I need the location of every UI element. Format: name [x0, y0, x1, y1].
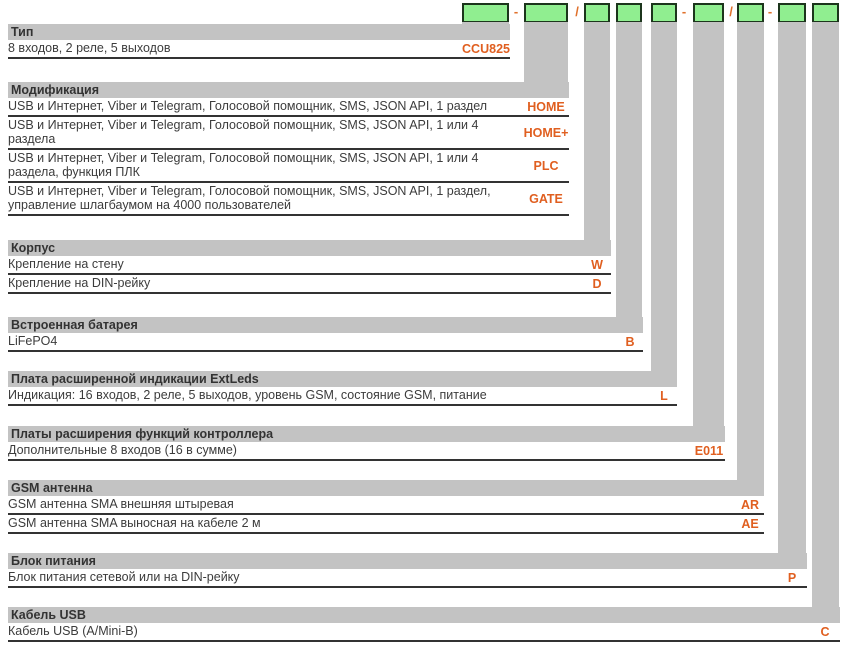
option-code: CCU825 — [462, 41, 510, 56]
section-psu: Блок питания Блок питания сетевой или на… — [8, 553, 807, 588]
section-usb-cable: Кабель USB Кабель USB (A/Mini-B) C — [8, 607, 840, 642]
option-row: 8 входов, 2 реле, 5 выходов CCU825 — [8, 40, 510, 59]
separator-dash-2: - — [681, 4, 687, 19]
separator-slash-2: / — [729, 4, 733, 19]
section-expansion: Платы расширения функций контроллера Доп… — [8, 426, 725, 461]
option-row: Блок питания сетевой или на DIN-рейку P — [8, 569, 807, 588]
code-box-psu — [778, 3, 806, 23]
option-row: GSM антенна SMA внешняя штыревая AR — [8, 496, 764, 515]
option-row: USB и Интернет, Viber и Telegram, Голосо… — [8, 98, 569, 117]
connector-column-extleds — [651, 22, 677, 379]
option-row: Индикация: 16 входов, 2 реле, 5 выходов,… — [8, 387, 677, 406]
option-code: B — [625, 334, 635, 349]
option-code: AR — [740, 497, 760, 512]
option-desc: Кабель USB (A/Mini-B) — [8, 624, 138, 638]
option-desc: Крепление на DIN-рейку — [8, 276, 151, 290]
option-code: C — [820, 624, 830, 639]
option-desc: GSM антенна SMA выносная на кабеле 2 м — [8, 516, 261, 530]
section-modification: Модификация USB и Интернет, Viber и Tele… — [8, 82, 569, 216]
connector-column-usb-cable — [812, 22, 839, 615]
option-code: W — [591, 257, 603, 272]
connector-column-antenna — [737, 22, 764, 488]
option-row: USB и Интернет, Viber и Telegram, Голосо… — [8, 183, 569, 216]
option-code: D — [592, 276, 602, 291]
code-box-type — [462, 3, 509, 23]
option-desc: 8 входов, 2 реле, 5 выходов — [8, 41, 171, 55]
option-desc: GSM антенна SMA внешняя штыревая — [8, 497, 234, 511]
option-desc: Индикация: 16 входов, 2 реле, 5 выходов,… — [8, 388, 487, 402]
code-box-expansion — [693, 3, 724, 23]
option-code: PLC — [533, 158, 559, 173]
section-battery: Встроенная батарея LiFePO4 B — [8, 317, 643, 352]
option-row: USB и Интернет, Viber и Telegram, Голосо… — [8, 117, 569, 150]
code-box-usb-cable — [812, 3, 839, 23]
section-type: Тип 8 входов, 2 реле, 5 выходов CCU825 — [8, 24, 510, 59]
section-extleds-header: Плата расширенной индикации ExtLeds — [8, 371, 677, 387]
section-battery-header: Встроенная батарея — [8, 317, 643, 333]
connector-column-case — [584, 22, 610, 248]
connector-column-psu — [778, 22, 806, 561]
option-desc: USB и Интернет, Viber и Telegram, Голосо… — [8, 151, 479, 179]
section-antenna: GSM антенна GSM антенна SMA внешняя штыр… — [8, 480, 764, 534]
option-desc: USB и Интернет, Viber и Telegram, Голосо… — [8, 118, 479, 146]
connector-column-expansion — [693, 22, 724, 434]
section-type-header: Тип — [8, 24, 510, 40]
option-row: Дополнительные 8 входов (16 в сумме) E01… — [8, 442, 725, 461]
option-row: Крепление на стену W — [8, 256, 611, 275]
code-box-battery — [616, 3, 642, 23]
option-row: Крепление на DIN-рейку D — [8, 275, 611, 294]
section-psu-header: Блок питания — [8, 553, 807, 569]
option-row: LiFePO4 B — [8, 333, 643, 352]
section-expansion-header: Платы расширения функций контроллера — [8, 426, 725, 442]
connector-column-modification — [524, 22, 568, 90]
code-box-antenna — [737, 3, 764, 23]
option-desc: Блок питания сетевой или на DIN-рейку — [8, 570, 240, 584]
section-extleds: Плата расширенной индикации ExtLeds Инди… — [8, 371, 677, 406]
option-desc: USB и Интернет, Viber и Telegram, Голосо… — [8, 99, 488, 113]
code-box-extleds — [651, 3, 677, 23]
option-row: USB и Интернет, Viber и Telegram, Голосо… — [8, 150, 569, 183]
option-row: GSM антенна SMA выносная на кабеле 2 м A… — [8, 515, 764, 534]
option-desc: Крепление на стену — [8, 257, 124, 271]
section-case-header: Корпус — [8, 240, 611, 256]
option-code: GATE — [529, 191, 563, 206]
option-desc: Дополнительные 8 входов (16 в сумме) — [8, 443, 237, 457]
separator-dash-1: - — [513, 4, 519, 19]
section-antenna-header: GSM антенна — [8, 480, 764, 496]
option-code: HOME+ — [523, 125, 569, 140]
option-code: E011 — [694, 443, 724, 458]
option-desc: LiFePO4 — [8, 334, 58, 348]
separator-dash-3: - — [767, 4, 773, 19]
option-code: L — [660, 388, 668, 403]
option-code: HOME — [527, 99, 565, 114]
section-usb-cable-header: Кабель USB — [8, 607, 840, 623]
separator-slash-1: / — [575, 4, 579, 19]
code-box-case — [584, 3, 610, 23]
connector-column-battery — [616, 22, 642, 325]
option-code: P — [787, 570, 797, 585]
option-code: AE — [741, 516, 759, 531]
code-box-modification — [524, 3, 568, 23]
section-case: Корпус Крепление на стену W Крепление на… — [8, 240, 611, 294]
option-desc: USB и Интернет, Viber и Telegram, Голосо… — [8, 184, 491, 212]
option-row: Кабель USB (A/Mini-B) C — [8, 623, 840, 642]
section-modification-header: Модификация — [8, 82, 569, 98]
